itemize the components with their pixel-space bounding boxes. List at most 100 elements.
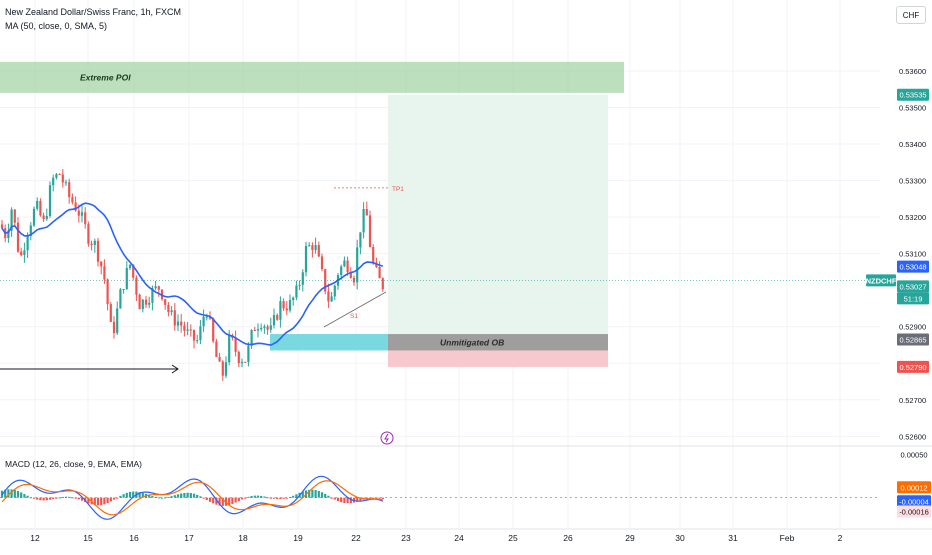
macd-value-label: -0.00016 <box>899 508 929 517</box>
candle-body <box>61 174 64 183</box>
macd-hist-bar <box>288 497 292 499</box>
macd-hist-bar <box>29 497 32 499</box>
symbol-tag-label: NZDCHF <box>866 276 897 285</box>
macd-hist-bar <box>109 497 112 502</box>
candle-body <box>93 240 96 246</box>
macd-hist-bar <box>106 497 109 504</box>
macd-hist-bar <box>4 489 7 498</box>
y-tick-label: 0.53300 <box>899 177 926 186</box>
macd-hist-bar <box>250 496 253 498</box>
macd-hist-bar <box>336 497 340 502</box>
macd-hist-bar <box>55 497 58 499</box>
candle-body <box>244 361 247 363</box>
macd-hist-bar <box>205 497 208 500</box>
arrow-head <box>171 364 179 374</box>
candle-body <box>77 210 80 216</box>
candle-body <box>173 310 176 326</box>
candle-body <box>167 304 170 313</box>
price-axis[interactable]: 0.53600 0.53500 0.53400 0.53300 0.53200 0.531… <box>866 67 929 441</box>
candle-body <box>288 300 292 311</box>
candle-body <box>224 362 228 376</box>
candle-body <box>55 174 58 178</box>
indicator-legend[interactable]: MA (50, close, 0, SMA, 5) <box>5 21 108 31</box>
macd-hist-bar <box>260 495 263 498</box>
candle-body <box>74 202 77 211</box>
macd-hist-bar <box>32 497 36 499</box>
candle-body <box>122 289 125 291</box>
macd-hist-bar <box>237 497 240 502</box>
candle-body <box>68 182 71 198</box>
macd-hist-bar <box>269 497 272 499</box>
candle-body <box>221 361 224 376</box>
candle-body <box>176 321 180 326</box>
macd-hist-bar <box>256 495 260 498</box>
candle-body <box>36 200 39 209</box>
macd-hist-bar <box>263 496 266 498</box>
y-tick-label: 0.53400 <box>899 140 926 149</box>
macd-hist-bar <box>381 497 384 499</box>
signal-line <box>1 480 383 516</box>
macd-hist-bar <box>87 497 90 504</box>
macd-hist-bar <box>183 492 186 498</box>
macd-hist-bar <box>308 489 311 498</box>
candle-body <box>263 326 266 328</box>
macd-hist-bar <box>58 497 61 499</box>
macd-hist-bar <box>164 497 167 499</box>
moving-average <box>1 202 384 346</box>
currency-button[interactable]: CHF <box>896 6 926 24</box>
macd-hist-bar <box>186 492 189 498</box>
candle-body <box>365 208 368 216</box>
price-label-box <box>897 280 929 293</box>
macd-hist-bar <box>112 497 116 500</box>
annotations: TP1 S1 <box>0 186 880 445</box>
symbol-tag <box>866 274 896 287</box>
ob-label-box <box>388 334 608 351</box>
y-tick-label: 0.52900 <box>899 323 926 332</box>
candle-body <box>32 208 36 226</box>
macd-hist-bar <box>368 497 372 499</box>
macd-value-label: 0.00012 <box>900 483 927 492</box>
macd-hist-bar <box>7 489 10 498</box>
candle-body <box>359 232 362 248</box>
y-tick-label: 0.52600 <box>899 432 926 441</box>
macd-hist-bar <box>170 496 173 498</box>
macd-hist-bar <box>253 495 256 498</box>
macd-hist-bar <box>276 497 279 500</box>
x-tick-label: 24 <box>454 533 464 543</box>
candle-body <box>100 261 103 267</box>
ob-zone <box>270 334 388 351</box>
price-label: 0.53048 <box>899 263 926 272</box>
macd-hist-bar <box>189 493 192 498</box>
candle-body <box>148 302 151 305</box>
macd-hist-bar <box>279 497 282 500</box>
macd-hist-bar <box>20 492 23 498</box>
macd-title: MACD (12, 26, close, 9, EMA, EMA) <box>5 459 142 469</box>
candles <box>0 168 384 381</box>
macd-hist-bar <box>311 489 314 498</box>
macd-hist-bar <box>234 497 237 503</box>
zones: Extreme POI Unmitigated OB <box>0 61 624 367</box>
macd-hist-bar <box>199 496 202 498</box>
extreme-poi-label: Extreme POI <box>80 72 131 82</box>
macd-hist-bar <box>122 494 125 498</box>
time-axis[interactable]: 12 15 16 17 18 19 22 23 24 25 26 29 30 31 Feb 2 <box>30 533 842 543</box>
candle-body <box>368 215 372 248</box>
candle-body <box>58 174 61 176</box>
candle-body <box>276 315 279 320</box>
candle-body <box>48 185 52 216</box>
candle-body <box>164 299 167 305</box>
candle-body <box>320 256 324 270</box>
tp1-label: TP1 <box>392 186 404 193</box>
y-tick-label: 0.53200 <box>899 213 926 222</box>
candle-body <box>340 266 343 276</box>
candle-body <box>170 310 173 313</box>
trend-label: S1 <box>350 313 358 320</box>
candle-body <box>272 315 276 326</box>
macd-hist-bar <box>61 496 64 498</box>
macd-hist-bar <box>39 497 42 501</box>
x-tick-label: 18 <box>238 533 248 543</box>
macd-hist-bar <box>202 497 205 499</box>
candle-body <box>292 297 295 301</box>
